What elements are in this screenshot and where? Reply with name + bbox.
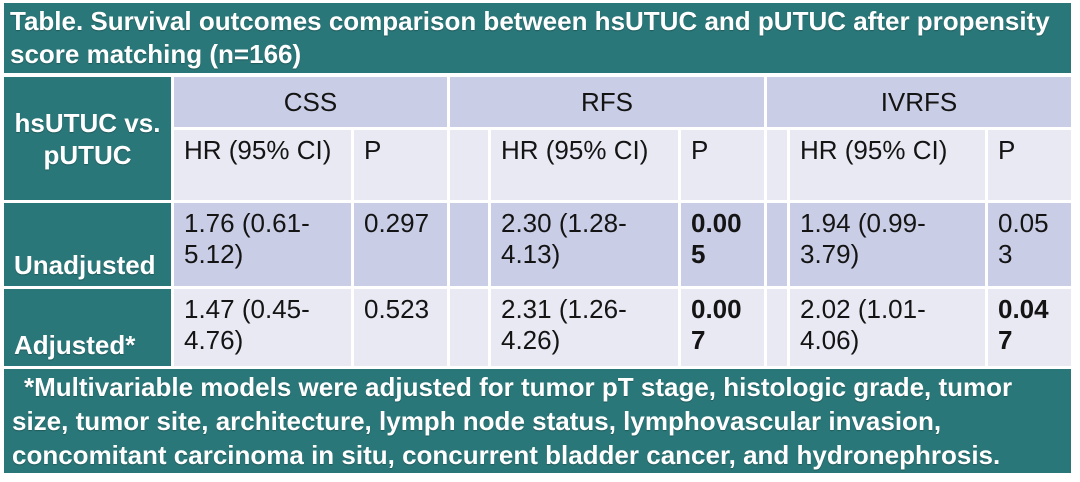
spacer-cell <box>450 289 488 366</box>
unadjusted-css-hr: 1.76 (0.61-5.12) <box>174 203 351 286</box>
spacer-cell <box>450 130 488 200</box>
row-label-unadjusted: Unadjusted <box>4 203 171 286</box>
adjusted-rfs-hr: 2.31 (1.26-4.26) <box>491 289 678 366</box>
subheader-rfs-p: P <box>681 130 764 200</box>
spacer-cell <box>450 203 488 286</box>
unadjusted-css-p: 0.297 <box>354 203 447 286</box>
adjusted-css-p: 0.523 <box>354 289 447 366</box>
adjusted-css-hr: 1.47 (0.45-4.76) <box>174 289 351 366</box>
subheader-ivrfs-p: P <box>988 130 1071 200</box>
group-header-ivrfs: IVRFS <box>767 77 1071 127</box>
group-header-css: CSS <box>174 77 447 127</box>
table-title: Table. Survival outcomes comparison betw… <box>4 3 1071 73</box>
survival-outcomes-table: hsUTUC vs. pUTUC CSS RFS IVRFS HR (95% C… <box>4 77 1071 366</box>
table-footnote: *Multivariable models were adjusted for … <box>4 369 1071 473</box>
adjusted-ivrfs-p: 0.047 <box>988 289 1071 366</box>
subheader-css-p: P <box>354 130 447 200</box>
adjusted-rfs-p: 0.007 <box>681 289 764 366</box>
unadjusted-rfs-hr: 2.30 (1.28-4.13) <box>491 203 678 286</box>
unadjusted-rfs-p: 0.005 <box>681 203 764 286</box>
spacer-cell <box>767 289 787 366</box>
group-header-rfs: RFS <box>450 77 764 127</box>
unadjusted-ivrfs-p: 0.053 <box>988 203 1071 286</box>
slide-table: Table. Survival outcomes comparison betw… <box>4 3 1071 473</box>
corner-header: hsUTUC vs. pUTUC <box>4 77 171 200</box>
spacer-cell <box>767 203 787 286</box>
spacer-cell <box>767 130 787 200</box>
unadjusted-ivrfs-hr: 1.94 (0.99-3.79) <box>790 203 985 286</box>
subheader-ivrfs-hr: HR (95% CI) <box>790 130 985 200</box>
adjusted-ivrfs-hr: 2.02 (1.01-4.06) <box>790 289 985 366</box>
subheader-rfs-hr: HR (95% CI) <box>491 130 678 200</box>
subheader-css-hr: HR (95% CI) <box>174 130 351 200</box>
row-label-adjusted: Adjusted* <box>4 289 171 366</box>
